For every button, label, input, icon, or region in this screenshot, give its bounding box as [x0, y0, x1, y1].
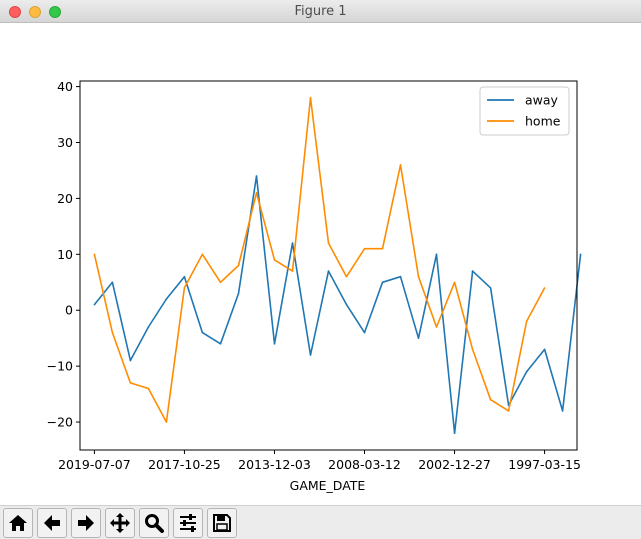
data-point-away [165, 298, 168, 300]
data-point-home [471, 348, 474, 351]
navigation-toolbar [0, 505, 641, 539]
data-point-home [435, 326, 438, 328]
data-point-home [507, 410, 510, 412]
x-tick-label: 2002-12-27 [418, 457, 491, 472]
legend-label-home: home [525, 114, 561, 129]
x-tick-label: 1997-03-15 [508, 457, 581, 472]
forward-button[interactable] [71, 508, 101, 538]
axes-frame [79, 80, 578, 451]
home-button[interactable] [3, 508, 33, 538]
legend-label-away: away [525, 93, 559, 108]
data-point-away [93, 303, 96, 306]
pan-button[interactable] [105, 508, 135, 538]
data-point-away [147, 326, 150, 328]
data-point-away [543, 348, 546, 351]
x-axis-label: GAME_DATE [290, 478, 366, 493]
data-point-away [471, 270, 474, 272]
data-point-away [309, 354, 312, 356]
data-point-home [345, 275, 348, 278]
data-point-away [489, 287, 492, 289]
y-tick-label: 0 [65, 303, 73, 318]
arrow-right-icon [78, 515, 94, 531]
data-point-away [579, 253, 582, 256]
y-tick-label: 20 [57, 191, 73, 206]
legend [479, 86, 570, 136]
data-point-away [183, 275, 186, 278]
zoom-button[interactable] [139, 508, 169, 538]
move-icon [110, 513, 130, 533]
maximize-window-button[interactable] [49, 6, 61, 18]
data-point-away [291, 242, 294, 244]
data-point-home [273, 259, 276, 261]
sliders-icon [180, 514, 196, 532]
data-point-away [219, 342, 222, 345]
home-icon [9, 515, 27, 531]
data-point-away [273, 342, 276, 345]
data-point-home [381, 247, 384, 250]
data-point-away [129, 359, 132, 362]
close-window-button[interactable] [9, 6, 21, 18]
figure-canvas: −20 −10 0 10 20 30 40 2019-07-07 2017-10-25 2013-… [47, 79, 582, 493]
plot-area [80, 81, 577, 450]
x-tick-label: 2017-10-25 [148, 457, 221, 472]
data-point-away [345, 303, 348, 306]
data-point-away [381, 281, 384, 284]
data-point-home [237, 264, 240, 267]
data-point-home [255, 192, 258, 194]
data-point-away [435, 253, 438, 256]
data-point-home [417, 275, 420, 278]
magnifier-icon [145, 514, 164, 533]
data-point-home [291, 270, 294, 272]
data-point-away [201, 331, 204, 334]
data-point-home [165, 421, 168, 423]
y-tick-label: −20 [47, 415, 73, 430]
floppy-disk-icon [213, 514, 231, 532]
data-point-home [543, 287, 546, 289]
data-point-away [525, 370, 528, 373]
data-point-away [237, 292, 240, 295]
data-point-away [363, 331, 366, 334]
y-tick-label: −10 [47, 359, 73, 374]
series-line-away [93, 175, 582, 435]
data-point-home [327, 242, 330, 244]
data-point-home [111, 331, 114, 334]
window-title: Figure 1 [294, 4, 347, 19]
data-point-away [417, 337, 420, 339]
data-point-home [525, 320, 528, 323]
data-point-home [453, 281, 456, 284]
x-tick-label: 2019-07-07 [58, 457, 131, 472]
window-titlebar: Figure 1 [0, 0, 641, 23]
data-point-home [309, 96, 312, 99]
data-point-home [201, 253, 204, 256]
data-point-away [399, 275, 402, 278]
data-point-home [129, 382, 132, 384]
data-point-home [399, 164, 402, 166]
data-point-away [453, 432, 456, 435]
data-point-away [561, 410, 564, 412]
data-point-home [489, 398, 492, 401]
back-button[interactable] [37, 508, 67, 538]
arrow-left-icon [44, 515, 60, 531]
y-tick-label: 40 [57, 79, 73, 94]
data-point-home [93, 253, 96, 256]
y-tick-label: 10 [57, 247, 73, 262]
data-point-away [111, 281, 114, 284]
data-point-home [219, 281, 222, 284]
configure-subplots-button[interactable] [173, 508, 203, 538]
x-tick-label: 2008-03-12 [328, 457, 401, 472]
minimize-window-button[interactable] [29, 6, 41, 18]
data-point-away [255, 175, 258, 177]
data-point-away [327, 270, 330, 272]
data-point-home [363, 247, 366, 250]
save-button[interactable] [207, 508, 237, 538]
y-tick-label: 30 [57, 135, 73, 150]
series-line-home [93, 97, 546, 423]
x-tick-label: 2013-12-03 [238, 457, 311, 472]
data-point-home [183, 287, 186, 289]
data-point-home [147, 387, 150, 390]
